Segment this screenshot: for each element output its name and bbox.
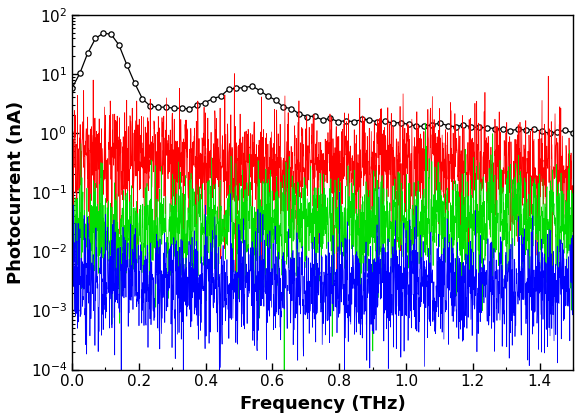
- X-axis label: Frequency (THz): Frequency (THz): [240, 395, 405, 413]
- Y-axis label: Photocurrent (nA): Photocurrent (nA): [7, 101, 25, 284]
